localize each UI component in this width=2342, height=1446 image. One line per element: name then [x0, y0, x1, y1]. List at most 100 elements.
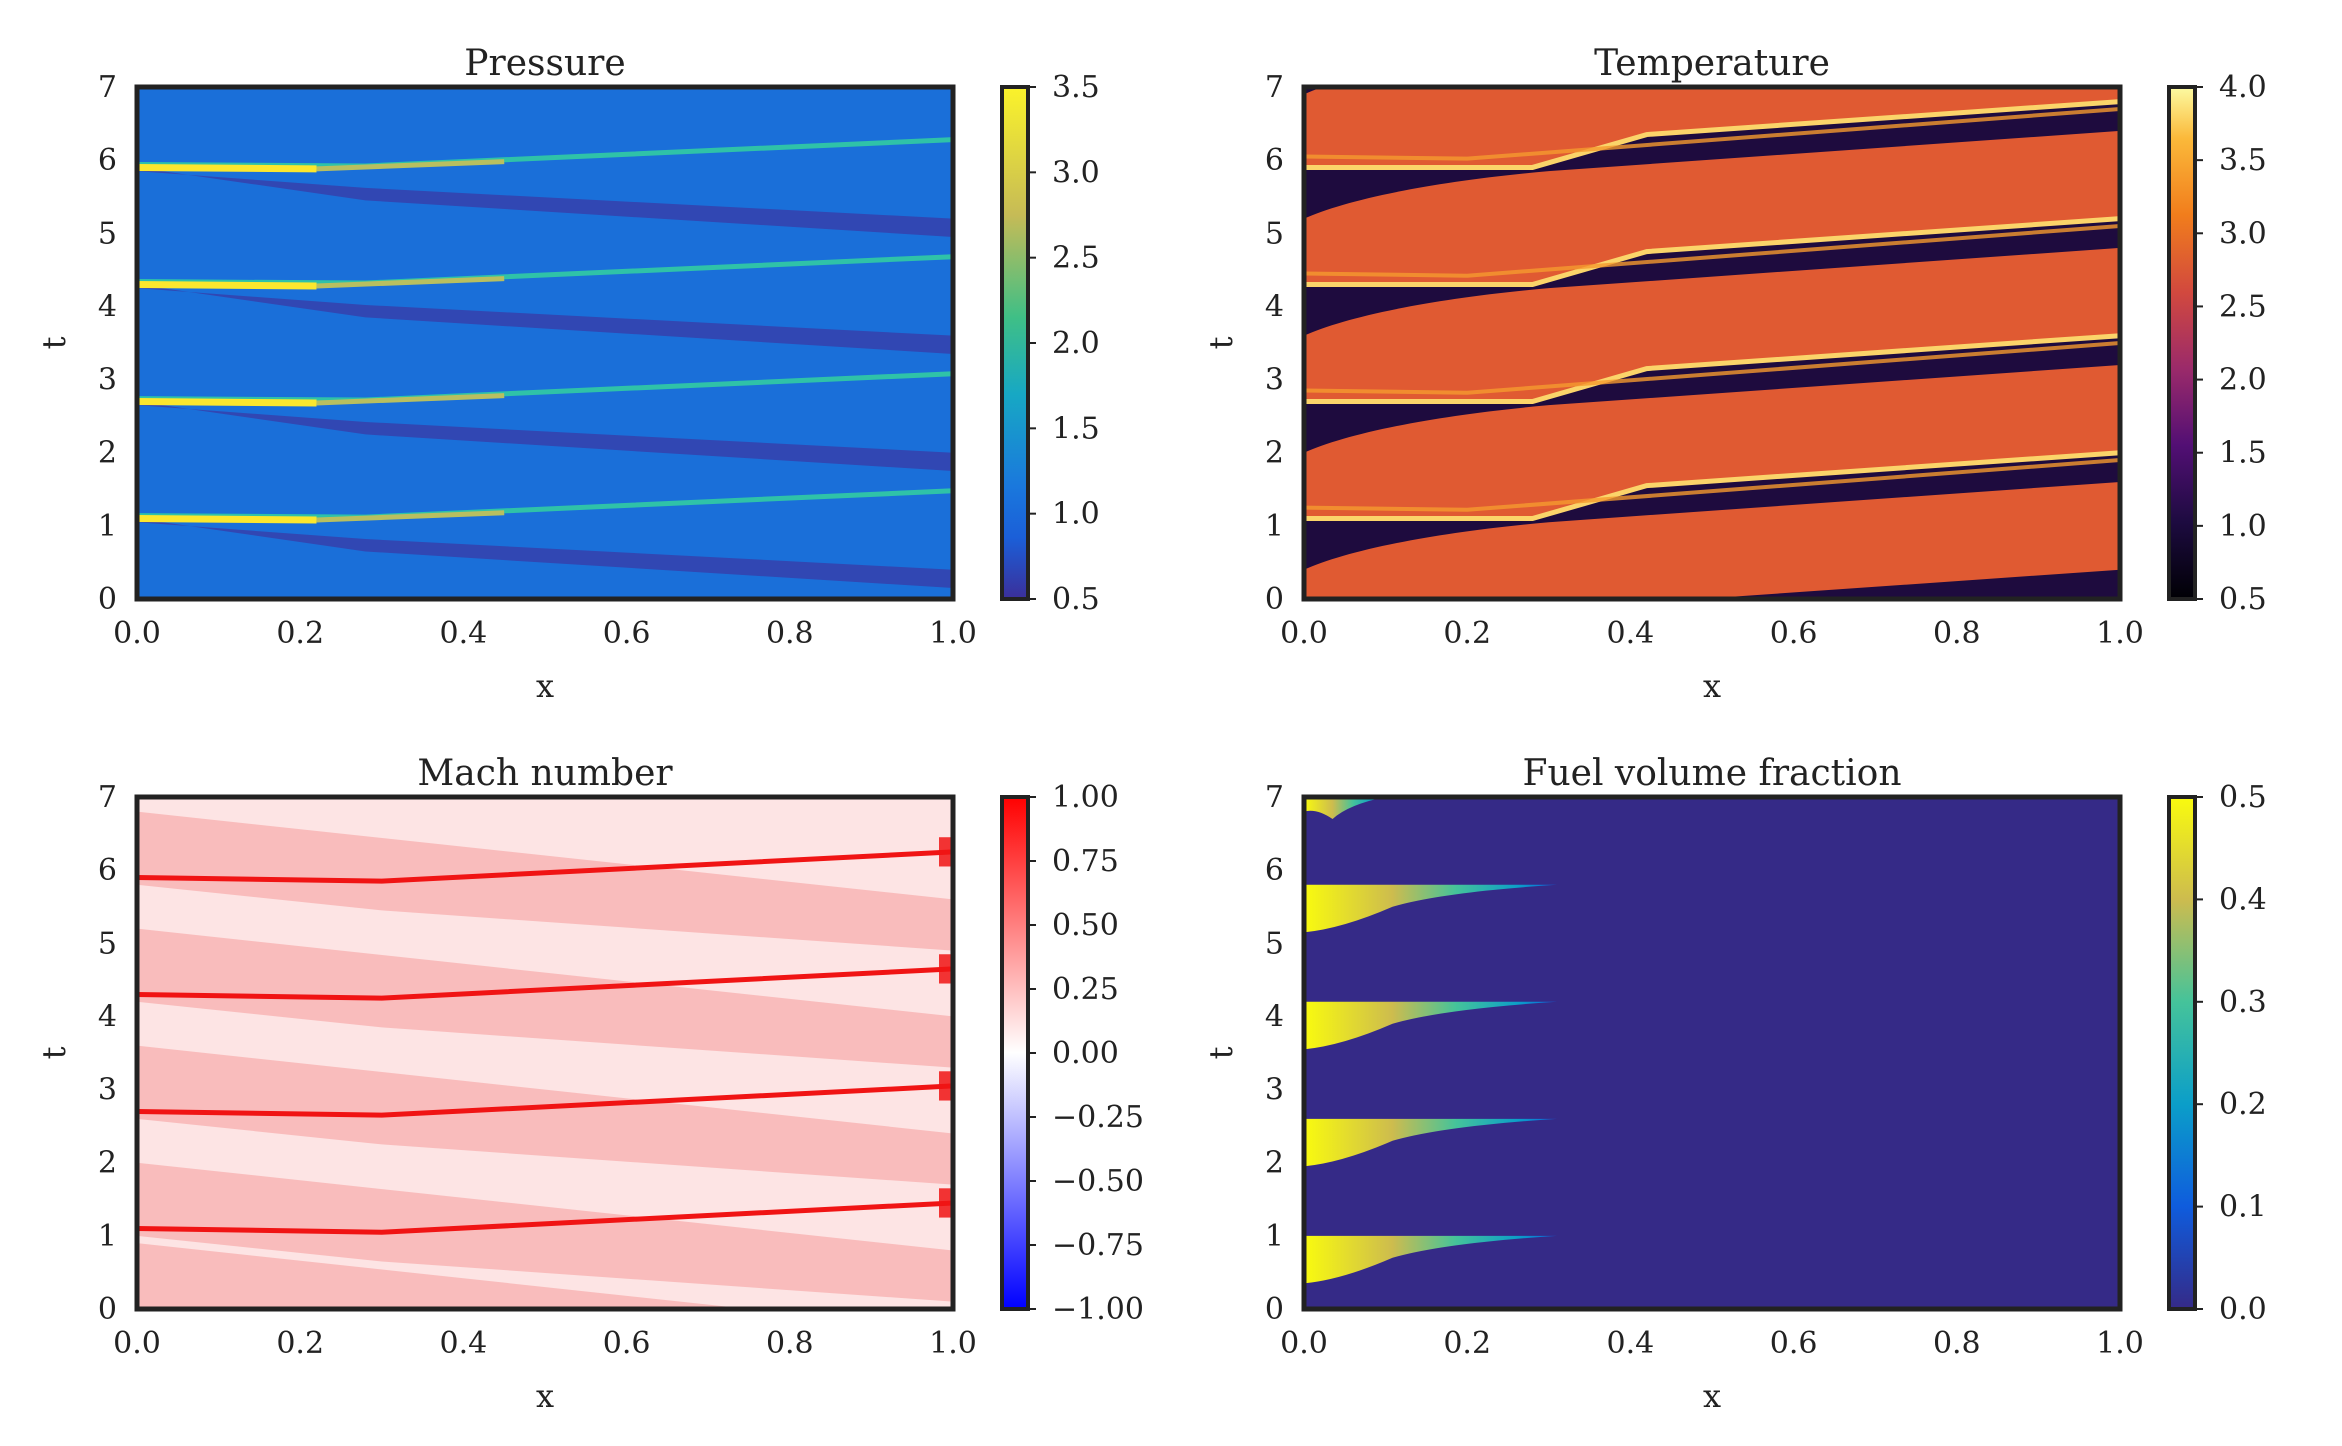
temperature-title: Temperature	[1594, 43, 1830, 84]
colorbar-tick-label: −0.25	[1052, 1100, 1144, 1135]
colorbar-tick-label: 1.5	[2219, 436, 2267, 471]
colorbar-tick-label: 2.5	[1052, 241, 1100, 276]
pressure-peak	[137, 163, 317, 173]
pressure-expansion-wave	[137, 518, 953, 589]
colorbar-tick-label: 1.0	[1052, 497, 1100, 532]
temperature-burned-region	[1304, 87, 2120, 168]
y-tick-label: 7	[98, 70, 117, 105]
y-tick-label: 0	[98, 1292, 117, 1327]
pressure-expansion-wave	[137, 599, 953, 668]
pressure-peak-tail	[316, 393, 505, 406]
colorbar-tick-label: −0.50	[1052, 1164, 1144, 1199]
x-tick-label: 1.0	[2096, 1326, 2144, 1361]
pressure-expansion-wave	[137, 284, 953, 354]
x-tick-label: 0.0	[113, 616, 161, 651]
mach-colorbar: −1.00 −0.75 −0.50 −0.25 0.00 0.25 0.50 0.75 1.00	[1000, 780, 1144, 1327]
y-tick-label: 3	[1265, 1073, 1284, 1108]
mach-shock-line	[137, 1083, 953, 1118]
fuel-injection-wedge	[1304, 1001, 1557, 1050]
mach-title: Mach number	[417, 753, 673, 794]
mach-xlabel: x	[536, 1377, 554, 1415]
x-tick-label: 1.0	[929, 1326, 977, 1361]
colorbar-tick-label: 1.5	[1052, 411, 1100, 446]
x-tick-label: 0.8	[766, 1326, 814, 1361]
x-tick-label: 0.6	[603, 1326, 651, 1361]
y-tick-label: 1	[1265, 509, 1284, 544]
x-tick-label: 0.2	[1443, 616, 1491, 651]
y-tick-label: 6	[1265, 853, 1284, 888]
pressure-peak	[137, 398, 317, 407]
x-tick-label: 0.4	[1607, 616, 1655, 651]
mach-outlet-peak	[939, 1071, 953, 1101]
plot-frame	[1301, 794, 2123, 1312]
x-tick-label: 0.4	[1607, 1326, 1655, 1361]
temperature-panel: Temperature 0.0 0.2 0.4 0.6 0.8 1.0 01234567 …	[1202, 43, 2267, 705]
mach-outlet-peak	[939, 1188, 953, 1218]
mach-flow-region	[137, 1045, 953, 1185]
y-tick-label: 1	[98, 509, 117, 544]
mach-x-ticks: 0.0 0.2 0.4 0.6 0.8 1.0	[113, 1326, 977, 1361]
fuel-heatmap	[1301, 794, 2123, 1312]
y-tick-label: 0	[98, 582, 117, 617]
temperature-ylabel: t	[1202, 336, 1240, 349]
mach-flow-region	[137, 1162, 953, 1302]
temperature-hot-streak	[1304, 341, 2120, 395]
y-tick-label: 7	[1265, 70, 1284, 105]
temperature-x-ticks: 0.0 0.2 0.4 0.6 0.8 1.0	[1280, 616, 2144, 651]
x-tick-label: 1.0	[2096, 616, 2144, 651]
y-tick-label: 3	[98, 363, 117, 398]
pressure-expansion-wave	[137, 167, 953, 237]
y-tick-label: 1	[1265, 1219, 1284, 1254]
y-tick-label: 5	[98, 926, 117, 961]
x-tick-label: 0.0	[1280, 1326, 1328, 1361]
colorbar-tick-label: 2.5	[2219, 289, 2267, 324]
fuel-injection-wedge	[1304, 884, 1557, 933]
colorbar-tick-label: 2.0	[2219, 363, 2267, 398]
pressure-peak	[137, 515, 317, 524]
pressure-y-ticks: 0 1 2 3 4 5 6 7	[98, 70, 117, 617]
colorbar-tick-label: 0.25	[1052, 972, 1119, 1007]
fuel-y-ticks: 0 1 2 3 4 5 6 7	[1265, 780, 1284, 1327]
fuel-xlabel: x	[1703, 1377, 1721, 1415]
colorbar-tick-label: 2.0	[1052, 326, 1100, 361]
colorbar-gradient	[2167, 795, 2197, 1311]
pressure-peak-tail	[316, 510, 505, 523]
colorbar-tick-label: −0.75	[1052, 1228, 1144, 1263]
colorbar-tick-label: 1.0	[2219, 509, 2267, 544]
x-tick-label: 0.6	[1770, 616, 1818, 651]
y-tick-label: 2	[98, 436, 117, 471]
mach-heatmap	[134, 794, 956, 1312]
pressure-title: Pressure	[464, 43, 625, 84]
x-tick-label: 0.0	[1280, 616, 1328, 651]
pressure-peak-tail	[316, 159, 505, 172]
temperature-hot-streak	[1304, 223, 2120, 278]
x-tick-label: 1.0	[929, 616, 977, 651]
colorbar-tick-label: 0.5	[2219, 582, 2267, 617]
colorbar-tick-label: 1.00	[1052, 780, 1119, 815]
y-tick-label: 4	[1265, 999, 1284, 1034]
temperature-hot-streak	[1304, 458, 2120, 512]
fuel-injection-wedge	[1304, 1235, 1557, 1284]
fuel-ylabel: t	[1202, 1046, 1240, 1059]
y-tick-label: 5	[98, 216, 117, 251]
temperature-burned-region	[1304, 130, 2120, 285]
temperature-heatmap	[1301, 84, 2123, 602]
x-tick-label: 0.8	[1933, 616, 1981, 651]
y-tick-label: 2	[1265, 1146, 1284, 1181]
y-tick-label: 4	[98, 289, 117, 324]
x-tick-label: 0.8	[1933, 1326, 1981, 1361]
y-tick-label: 7	[98, 780, 117, 815]
mach-outlet-peak	[939, 954, 953, 984]
colorbar-tick-label: 3.0	[2219, 216, 2267, 251]
colorbar-tick-label: 0.5	[1052, 582, 1100, 617]
colorbar-tick-label: 0.1	[2219, 1190, 2267, 1225]
colorbar-tick-label: 3.5	[2219, 143, 2267, 178]
colorbar-tick-label: 0.5	[2219, 780, 2267, 815]
temperature-burned-region	[1304, 364, 2120, 519]
pressure-ylabel: t	[35, 336, 73, 349]
mach-shock-line	[137, 1200, 953, 1235]
x-tick-label: 0.6	[1770, 1326, 1818, 1361]
x-tick-label: 0.2	[276, 616, 324, 651]
y-tick-label: 3	[1265, 363, 1284, 398]
y-tick-label: 1	[98, 1219, 117, 1254]
